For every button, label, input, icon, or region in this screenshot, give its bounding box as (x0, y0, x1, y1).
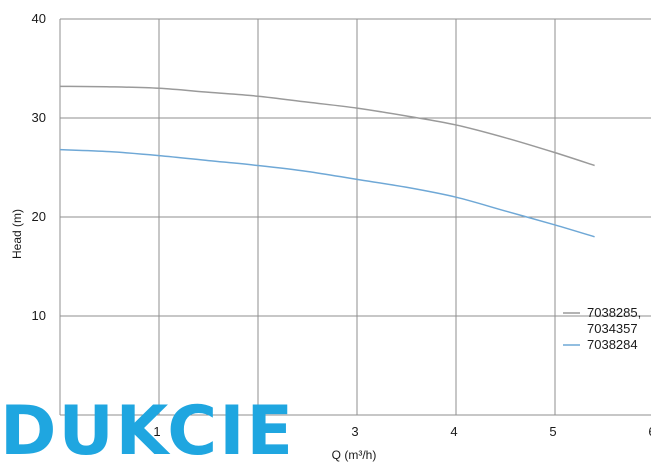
grid (59, 18, 651, 416)
legend-label-2: 7038284 (587, 337, 638, 352)
x-axis-ticks: 1 2 3 4 5 6 (153, 424, 651, 439)
series-lines (59, 85, 595, 238)
y-axis-ticks: 10 20 30 40 (32, 11, 46, 323)
x-tick-label: 5 (549, 424, 556, 439)
x-tick-label: 2 (252, 424, 259, 439)
x-tick-label: 1 (153, 424, 160, 439)
watermark-logo: DUKCIE (0, 392, 295, 471)
series-line-1 (59, 85, 595, 167)
series-line-2 (59, 148, 595, 238)
x-tick-label: 3 (351, 424, 358, 439)
x-tick-label: 4 (450, 424, 457, 439)
legend-label-1: 7038285, 7034357 (587, 305, 641, 336)
y-tick-label: 30 (32, 110, 46, 125)
y-tick-label: 40 (32, 11, 46, 26)
y-tick-label: 20 (32, 209, 46, 224)
y-tick-label: 10 (32, 308, 46, 323)
y-axis-title: Head (m) (10, 209, 24, 259)
x-axis-title: Q (m³/h) (332, 448, 377, 462)
x-tick-label: 6 (648, 424, 651, 439)
